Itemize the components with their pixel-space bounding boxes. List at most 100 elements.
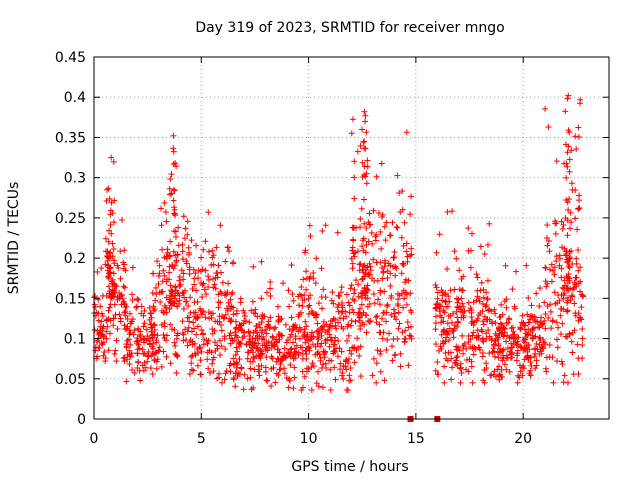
data-point <box>194 362 201 369</box>
data-point <box>335 292 342 299</box>
data-point <box>444 265 451 272</box>
data-point <box>436 347 443 354</box>
data-point <box>107 253 114 260</box>
data-point <box>561 282 568 289</box>
data-point <box>151 326 158 333</box>
data-point <box>180 337 187 344</box>
data-point <box>398 270 405 277</box>
data-point <box>558 218 565 225</box>
data-point <box>157 205 164 212</box>
data-point <box>348 130 355 137</box>
data-point <box>309 309 316 316</box>
data-point <box>229 289 236 296</box>
data-point <box>531 353 538 360</box>
data-point <box>178 267 185 274</box>
data-point <box>226 248 233 255</box>
data-point <box>179 248 186 255</box>
data-point <box>128 367 135 374</box>
data-point <box>356 261 363 268</box>
data-point <box>387 232 394 239</box>
data-point <box>326 357 333 364</box>
data-point <box>327 387 334 394</box>
data-point <box>137 333 144 340</box>
data-point <box>575 355 582 362</box>
data-point <box>405 277 412 284</box>
data-point <box>255 362 262 369</box>
data-point <box>164 246 171 253</box>
data-point <box>232 329 239 336</box>
data-point <box>526 319 533 326</box>
data-point <box>480 294 487 301</box>
y-tick-label: 0.2 <box>64 251 86 267</box>
data-point <box>388 294 395 301</box>
data-point <box>287 361 294 368</box>
data-point <box>198 327 205 334</box>
data-point <box>545 314 552 321</box>
data-point <box>172 233 179 240</box>
data-point <box>278 315 285 322</box>
data-point <box>357 373 364 380</box>
data-point <box>542 325 549 332</box>
data-point <box>544 222 551 229</box>
data-point <box>299 350 306 357</box>
data-point <box>381 377 388 384</box>
data-point <box>379 335 386 342</box>
data-point <box>318 332 325 339</box>
data-point <box>276 366 283 373</box>
data-point <box>450 334 457 341</box>
data-point <box>199 281 206 288</box>
data-point <box>529 325 536 332</box>
data-point <box>209 254 216 261</box>
data-point <box>471 319 478 326</box>
data-point <box>328 337 335 344</box>
data-point <box>184 231 191 238</box>
data-point <box>308 387 315 394</box>
data-point <box>403 240 410 247</box>
data-point <box>212 348 219 355</box>
data-point <box>553 158 560 165</box>
data-point <box>111 281 118 288</box>
data-point <box>388 343 395 350</box>
data-point <box>153 337 160 344</box>
data-point <box>282 321 289 328</box>
data-point <box>521 322 528 329</box>
data-point <box>357 224 364 231</box>
data-point <box>538 343 545 350</box>
data-point <box>188 353 195 360</box>
data-point <box>568 338 575 345</box>
data-point <box>334 353 341 360</box>
data-point <box>523 342 530 349</box>
data-point <box>254 313 261 320</box>
data-point <box>441 309 448 316</box>
data-point <box>162 209 169 216</box>
data-point <box>516 374 523 381</box>
data-point <box>291 364 298 371</box>
data-point <box>523 262 530 269</box>
data-point <box>322 340 329 347</box>
data-point <box>173 369 180 376</box>
data-point <box>465 225 472 232</box>
data-point <box>533 290 540 297</box>
data-point <box>345 332 352 339</box>
data-point <box>577 264 584 271</box>
data-point <box>108 230 115 237</box>
data-point <box>527 328 534 335</box>
data-point <box>120 298 127 305</box>
data-point <box>213 270 220 277</box>
data-point <box>402 327 409 334</box>
data-point <box>449 364 456 371</box>
data-point <box>351 195 358 202</box>
data-point <box>392 272 399 279</box>
data-point <box>403 276 410 283</box>
data-point <box>194 323 201 330</box>
data-point <box>120 283 127 290</box>
data-point <box>310 275 317 282</box>
data-point <box>572 274 579 281</box>
data-point <box>538 350 545 357</box>
data-point <box>348 282 355 289</box>
data-point <box>215 291 222 298</box>
data-point <box>256 372 263 379</box>
data-point <box>302 347 309 354</box>
data-point <box>168 293 175 300</box>
data-point <box>234 334 241 341</box>
